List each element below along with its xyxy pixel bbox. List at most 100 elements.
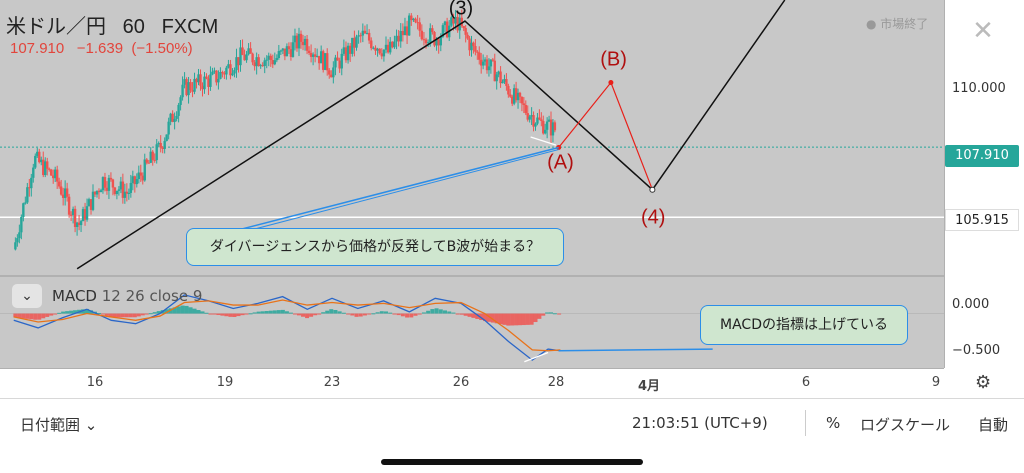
candle-body bbox=[199, 74, 202, 86]
candle-body bbox=[357, 35, 360, 37]
percent-scale-button[interactable]: % bbox=[826, 414, 841, 432]
macd-histogram-bar bbox=[272, 310, 277, 314]
candle-body bbox=[522, 103, 526, 106]
market-status: ● 市場終了 bbox=[866, 17, 929, 31]
candle-body bbox=[542, 120, 545, 134]
macd-histogram-bar bbox=[168, 308, 173, 314]
macd-histogram-bar bbox=[41, 313, 46, 319]
macd-histogram-bar bbox=[89, 310, 94, 314]
macd-legend[interactable]: MACD 12 26 close 9 bbox=[52, 287, 202, 305]
candle-body bbox=[129, 182, 133, 193]
macd-histogram-bar bbox=[552, 313, 557, 315]
candle-body bbox=[89, 199, 93, 210]
macd-histogram-bar bbox=[426, 310, 431, 314]
date-range-button[interactable]: 日付範囲 ⌄ bbox=[20, 416, 98, 434]
candle-body bbox=[155, 144, 158, 161]
candle-body bbox=[295, 35, 299, 49]
candle-body bbox=[46, 161, 49, 169]
candle-body bbox=[131, 176, 135, 183]
macd-callout[interactable]: MACDの指標は上げている bbox=[700, 305, 908, 345]
candle-body bbox=[456, 16, 459, 31]
macd-tick-zero: 0.000 bbox=[952, 297, 990, 312]
candle-body bbox=[69, 214, 73, 216]
candle-body bbox=[307, 50, 311, 54]
macd-tick-neg: −0.500 bbox=[952, 343, 1001, 358]
close-button[interactable]: ✕ bbox=[963, 12, 1003, 52]
macd-histogram-bar bbox=[447, 311, 452, 314]
macd-histogram-bar bbox=[65, 311, 70, 314]
candle-body bbox=[107, 177, 111, 191]
candle-body bbox=[355, 36, 358, 48]
settings-gear-icon[interactable]: ⚙ bbox=[975, 372, 992, 393]
macd-histogram-bar bbox=[451, 312, 456, 314]
candle-body bbox=[95, 190, 99, 195]
candle-body bbox=[391, 41, 394, 48]
clock-display[interactable]: 21:03:51 (UTC+9) bbox=[632, 414, 768, 432]
macd-histogram-bar bbox=[260, 311, 265, 314]
price-axis[interactable] bbox=[944, 0, 1024, 368]
candle-body bbox=[197, 74, 200, 83]
candle-body bbox=[265, 59, 268, 61]
macd-histogram-bar bbox=[358, 313, 363, 317]
candle-body bbox=[20, 216, 23, 233]
candle-body bbox=[315, 55, 319, 57]
divergence-callout[interactable]: ダイバージェンスから価格が反発してB波が始まる？ bbox=[186, 228, 564, 266]
macd-histogram-bar bbox=[321, 312, 326, 314]
candle-body bbox=[187, 82, 190, 96]
candle-body bbox=[169, 113, 172, 122]
macd-histogram-bar bbox=[128, 313, 133, 318]
macd-histogram-bar bbox=[21, 313, 26, 319]
macd-histogram-bar bbox=[529, 313, 534, 325]
candle-body bbox=[524, 105, 527, 114]
wave-label: (B) bbox=[600, 48, 627, 71]
candle-body bbox=[305, 38, 309, 51]
candle-body bbox=[441, 25, 445, 37]
candle-body bbox=[493, 60, 496, 82]
macd-histogram-bar bbox=[180, 305, 185, 314]
candle-body bbox=[422, 39, 426, 41]
candle-body bbox=[151, 151, 154, 160]
candle-body bbox=[173, 118, 176, 122]
macd-histogram-bar bbox=[434, 308, 439, 314]
candle-body bbox=[495, 74, 498, 82]
macd-histogram-bar bbox=[73, 310, 78, 314]
macd-histogram-bar bbox=[521, 313, 526, 326]
horizontal-line-tag[interactable]: 105.915 bbox=[945, 209, 1019, 231]
candle-body bbox=[487, 66, 491, 71]
elliott-wave-line bbox=[76, 0, 786, 270]
candle-body bbox=[275, 58, 279, 61]
candle-body bbox=[261, 65, 264, 67]
candle-body bbox=[287, 46, 291, 50]
macd-histogram-bar bbox=[264, 311, 269, 314]
candle-body bbox=[159, 142, 162, 148]
log-scale-button[interactable]: ログスケール bbox=[860, 416, 951, 434]
candle-body bbox=[153, 159, 156, 161]
candle-body bbox=[549, 119, 553, 136]
candle-body bbox=[253, 62, 256, 67]
macd-histogram-bar bbox=[96, 313, 101, 315]
candle-body bbox=[336, 57, 339, 61]
macd-histogram-bar bbox=[37, 313, 42, 320]
candle-body bbox=[512, 88, 516, 104]
macd-histogram-bar bbox=[413, 313, 418, 316]
macd-histogram-bar bbox=[375, 312, 380, 314]
time-axis[interactable] bbox=[0, 368, 944, 398]
symbol-name: 米ドル／円 bbox=[6, 16, 106, 38]
macd-histogram-bar bbox=[120, 313, 125, 318]
candle-body bbox=[452, 17, 455, 24]
candle-body bbox=[273, 60, 276, 65]
macd-histogram-bar bbox=[280, 309, 285, 314]
candle-body bbox=[217, 78, 220, 83]
candle-body bbox=[245, 54, 248, 61]
chart-canvas[interactable] bbox=[0, 0, 944, 368]
candle-body bbox=[243, 54, 246, 61]
candle-body bbox=[319, 51, 323, 64]
macd-histogram-bar bbox=[248, 313, 253, 315]
auto-scale-button[interactable]: 自動 bbox=[978, 416, 1009, 434]
candle-body bbox=[410, 15, 413, 21]
collapse-indicator-button[interactable]: ⌄ bbox=[12, 284, 42, 308]
divergence-connector bbox=[196, 146, 559, 242]
candle-body bbox=[313, 54, 317, 57]
candle-body bbox=[474, 46, 477, 52]
macd-histogram-bar bbox=[224, 313, 229, 317]
